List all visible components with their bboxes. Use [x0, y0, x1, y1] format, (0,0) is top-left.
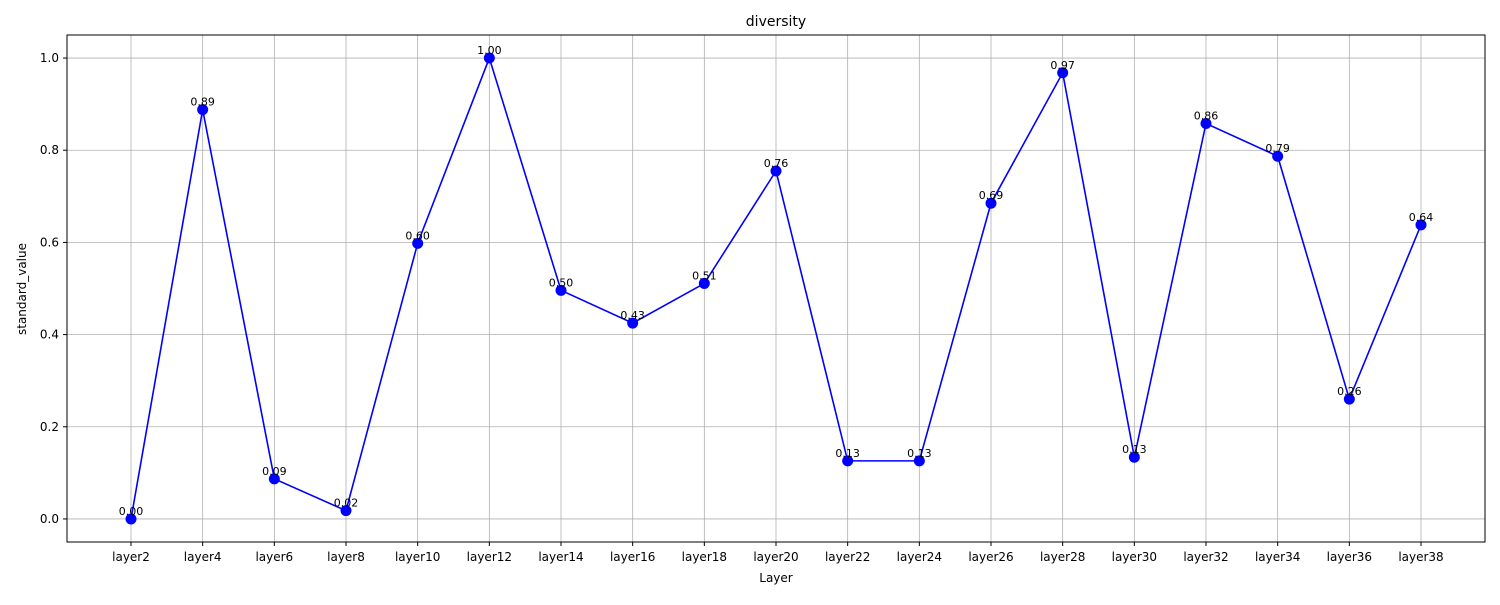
data-point: [1057, 67, 1069, 79]
data-label: 0.00: [119, 505, 144, 518]
data-label: 0.97: [1050, 59, 1075, 72]
data-point: [340, 505, 352, 517]
data-point: [913, 455, 925, 467]
data-label: 0.76: [764, 157, 789, 170]
data-label: 0.13: [835, 447, 860, 460]
axes: layer2 layer4 layer6 layer8 layer10 layer12 la…: [40, 34, 1486, 564]
y-tick-label: 0.4: [40, 328, 59, 342]
x-tick-label: layer12: [467, 550, 512, 564]
data-point: [268, 473, 280, 485]
data-point: [483, 52, 495, 64]
x-tick-label: layer32: [1183, 550, 1228, 564]
x-tick-label: layer18: [682, 550, 727, 564]
data-point: [1343, 393, 1355, 405]
data-point: [555, 284, 567, 296]
data-point: [1128, 451, 1140, 463]
data-point: [197, 104, 209, 116]
x-tick-label: layer6: [255, 550, 293, 564]
x-tick-label: layer30: [1112, 550, 1157, 564]
y-tick-label: 0.2: [40, 420, 59, 434]
data-label: 0.89: [190, 96, 215, 109]
x-tick-label: layer36: [1327, 550, 1372, 564]
x-tick-label: layer16: [610, 550, 655, 564]
x-tick-label: layer8: [327, 550, 365, 564]
data-label: 0.43: [620, 309, 645, 322]
data-point: [1415, 219, 1427, 231]
data-label: 1.00: [477, 44, 502, 57]
data-point: [1200, 117, 1212, 129]
x-tick-label: layer26: [968, 550, 1013, 564]
x-tick-label: layer22: [825, 550, 870, 564]
data-point: [985, 197, 997, 209]
data-label: 0.09: [262, 465, 287, 478]
data-label: 0.69: [979, 189, 1004, 202]
data-label: 0.13: [907, 447, 932, 460]
x-tick-label: layer4: [184, 550, 222, 564]
data-point: [125, 513, 137, 525]
y-tick-label: 0.6: [40, 235, 59, 249]
grid: [67, 35, 1485, 542]
chart-title: diversity: [746, 14, 806, 30]
data-label: 0.02: [334, 497, 359, 510]
data-label: 0.51: [692, 269, 717, 282]
x-tick-label: layer14: [538, 550, 583, 564]
y-tick-label: 0.8: [40, 143, 59, 157]
data-point: [842, 455, 854, 467]
data-point: [412, 237, 424, 249]
data-label: 0.60: [405, 229, 430, 242]
data-point: [770, 165, 782, 177]
data-point: [627, 317, 639, 329]
series: 0.00 0.89 0.09 0.02 0.60 1.00 0.50 0.43 0.51 0.76…: [119, 44, 1434, 525]
data-label: 0.79: [1265, 142, 1290, 155]
x-tick-label: layer24: [897, 550, 942, 564]
x-tick-label: layer34: [1255, 550, 1300, 564]
data-label: 0.86: [1194, 109, 1219, 122]
x-tick-label: layer20: [753, 550, 798, 564]
y-tick-label: 1.0: [40, 51, 59, 65]
data-point: [698, 277, 710, 289]
x-tick-label: layer2: [112, 550, 150, 564]
x-tick-label: layer38: [1398, 550, 1443, 564]
data-label: 0.13: [1122, 443, 1147, 456]
x-axis-label: Layer: [759, 571, 793, 585]
x-tick-label: layer10: [395, 550, 440, 564]
data-label: 0.64: [1409, 211, 1434, 224]
data-label: 0.26: [1337, 385, 1362, 398]
data-point: [1272, 150, 1284, 162]
y-tick-label: 0.0: [40, 512, 59, 526]
y-axis-label: standard_value: [15, 243, 29, 335]
x-tick-label: layer28: [1040, 550, 1085, 564]
data-label: 0.50: [549, 276, 574, 289]
